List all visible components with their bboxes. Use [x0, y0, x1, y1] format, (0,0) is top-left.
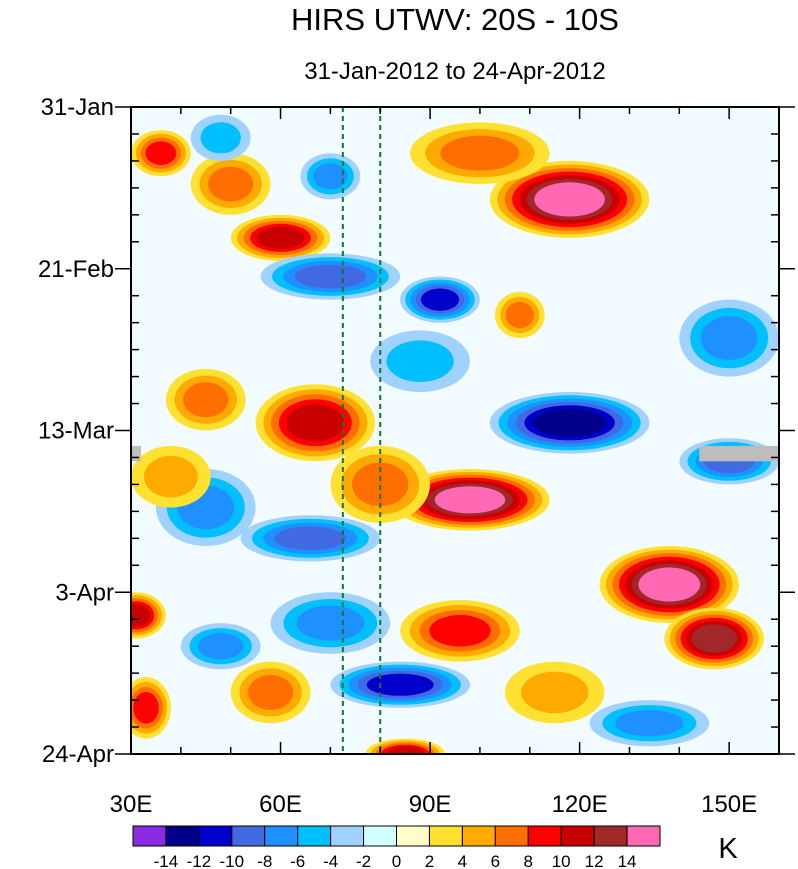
- contour-f32-level-2: [198, 633, 244, 660]
- colorbar-swatch-15: [626, 825, 661, 847]
- colorbar-label-12: 10: [552, 852, 571, 869]
- contour-f13-level-1: [386, 340, 454, 383]
- colorbar-label-10: 6: [491, 852, 500, 869]
- contour-f11-level-4: [286, 404, 345, 442]
- contour-f2-level-4: [256, 226, 305, 249]
- contour-f8-level-4: [420, 288, 460, 311]
- contour-f3-level-1: [200, 122, 241, 154]
- x-tick-label-0: 30E: [110, 791, 153, 818]
- contour-f10-level-2: [701, 316, 758, 360]
- contour-f29-level-1: [521, 671, 589, 714]
- colorbar-swatch-8: [396, 825, 430, 847]
- colorbar-swatch-6: [330, 825, 365, 847]
- colorbar-label-7: 0: [392, 852, 401, 869]
- contour-f19-level-1: [144, 455, 198, 498]
- y-tick-label-4: 24-Apr: [42, 741, 114, 768]
- chart-subtitle: 31-Jan-2012 to 24-Apr-2012: [304, 58, 606, 85]
- x-tick-label-3: 120E: [552, 791, 608, 818]
- colorbar-label-1: -12: [187, 852, 212, 869]
- contour-f20-level-3: [274, 526, 347, 551]
- colorbar-label-6: -2: [356, 852, 371, 869]
- colorbar-swatch-1: [165, 825, 200, 847]
- contour-f21-level-6: [638, 567, 701, 602]
- colorbar-swatch-0: [132, 825, 167, 847]
- missing-band-1: [131, 445, 141, 462]
- y-tick-label-1: 21-Feb: [38, 256, 114, 283]
- contour-f0-level-3: [145, 141, 177, 165]
- contour-f5-level-6: [534, 182, 605, 217]
- x-axis: 30E 60E 90E 120E 150E: [110, 107, 780, 818]
- colorbar: -14 -12 -10 -8 -6 -4 -2 0 2 4 6 8 10 12 14: [132, 825, 661, 869]
- y-tick-label-0: 31-Jan: [41, 94, 114, 121]
- contour-f6-level-2: [440, 135, 520, 171]
- colorbar-label-13: 12: [585, 852, 604, 869]
- x-tick-label-2: 90E: [409, 791, 452, 818]
- colorbar-label-11: 8: [524, 852, 533, 869]
- contour-f27-level-2: [248, 674, 294, 710]
- colorbar-swatch-9: [428, 825, 463, 847]
- y-tick-label-3: 3-Apr: [55, 579, 114, 606]
- contour-f17-level-2: [352, 462, 409, 507]
- colorbar-label-9: 4: [458, 852, 467, 869]
- y-tick-label-2: 13-Mar: [38, 418, 114, 445]
- contour-field: [131, 114, 779, 754]
- missing-data: [131, 445, 779, 462]
- contour-f22-level-5: [691, 624, 737, 653]
- colorbar-label-0: -14: [154, 852, 179, 869]
- contour-f23-level-4: [131, 604, 151, 627]
- colorbar-units: K: [718, 833, 738, 865]
- colorbar-swatch-13: [560, 825, 595, 847]
- x-tick-label-1: 60E: [259, 791, 302, 818]
- contour-f26-level-4: [366, 673, 434, 696]
- colorbar-label-8: 2: [425, 852, 434, 869]
- colorbar-label-5: -4: [323, 852, 338, 869]
- colorbar-swatch-14: [593, 825, 628, 847]
- colorbar-swatch-12: [527, 825, 562, 847]
- contour-f1-level-2: [208, 166, 254, 202]
- y-axis: 31-Jan 21-Feb 13-Mar 3-Apr 24-Apr: [38, 94, 795, 768]
- colorbar-swatch-3: [231, 825, 266, 847]
- chart-title: HIRS UTWV: 20S - 10S: [291, 2, 619, 37]
- plot-area: [131, 107, 779, 754]
- colorbar-swatch-2: [198, 825, 233, 847]
- contour-f14-level-5: [533, 408, 607, 437]
- contour-f25-level-2: [296, 605, 365, 641]
- contour-f31-level-4: [386, 746, 425, 754]
- x-tick-label-4: 150E: [701, 791, 757, 818]
- contour-f7-level-3: [294, 264, 367, 289]
- contour-f9-level-2: [505, 301, 534, 329]
- colorbar-swatch-11: [494, 825, 529, 847]
- contour-f24-level-3: [429, 615, 491, 647]
- colorbar-swatch-5: [297, 825, 332, 847]
- missing-band-0: [699, 445, 779, 462]
- contour-f4-level-2: [313, 163, 348, 190]
- contour-f30-level-2: [615, 710, 684, 737]
- colorbar-swatch-4: [264, 825, 299, 847]
- colorbar-label-2: -10: [220, 852, 245, 869]
- contour-f28-level-3: [133, 692, 159, 724]
- colorbar-swatch-10: [461, 825, 496, 847]
- colorbar-label-3: -8: [257, 852, 272, 869]
- contour-f12-level-2: [183, 382, 229, 418]
- colorbar-label-14: 14: [618, 852, 637, 869]
- colorbar-swatch-7: [363, 825, 397, 847]
- contour-f16-level-6: [434, 486, 506, 514]
- colorbar-label-4: -6: [290, 852, 305, 869]
